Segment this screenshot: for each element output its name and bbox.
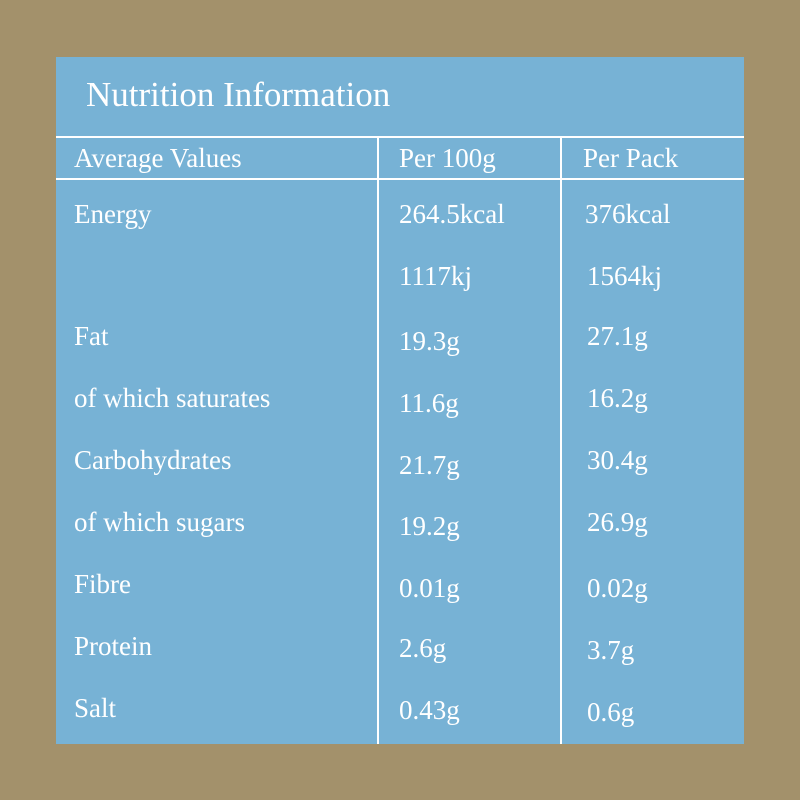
row-per-100g: 1117kj: [399, 261, 472, 291]
row-label: Salt: [74, 693, 117, 723]
row-per-pack: 0.02g: [587, 573, 648, 603]
row-per-100g: 19.3g: [399, 326, 460, 356]
row-label: Energy: [74, 199, 152, 229]
row-per-pack: 26.9g: [587, 507, 648, 537]
row-per-100g: 0.43g: [399, 695, 460, 725]
row-per-100g: 264.5kcal: [399, 199, 505, 229]
row-per-pack: 30.4g: [587, 445, 648, 475]
row-label: Fibre: [74, 569, 131, 599]
row-label: of which saturates: [74, 383, 271, 413]
row-per-100g: 19.2g: [399, 511, 460, 541]
row-label: Protein: [74, 631, 152, 661]
row-per-pack: 16.2g: [587, 383, 648, 413]
row-per-pack: 0.6g: [587, 697, 635, 727]
row-label: Fat: [74, 321, 109, 351]
table-title: Nutrition Information: [86, 75, 391, 114]
row-per-100g: 11.6g: [399, 388, 459, 418]
header-per-100g: Per 100g: [399, 143, 496, 173]
header-average-values: Average Values: [74, 143, 242, 173]
column-divider-1: [377, 136, 379, 744]
title-divider: [56, 136, 744, 138]
row-per-100g: 21.7g: [399, 450, 460, 480]
row-per-pack: 27.1g: [587, 321, 648, 351]
column-divider-2: [560, 136, 562, 744]
row-per-pack: 3.7g: [587, 635, 635, 665]
header-per-pack: Per Pack: [583, 143, 679, 173]
row-per-100g: 0.01g: [399, 573, 460, 603]
row-per-100g: 2.6g: [399, 633, 447, 663]
row-per-pack: 376kcal: [585, 199, 671, 229]
nutrition-panel: Nutrition Information Average Values Per…: [56, 57, 744, 744]
row-per-pack: 1564kj: [587, 261, 663, 291]
header-divider: [56, 178, 744, 180]
row-label: Carbohydrates: [74, 445, 232, 475]
row-label: of which sugars: [74, 507, 245, 537]
